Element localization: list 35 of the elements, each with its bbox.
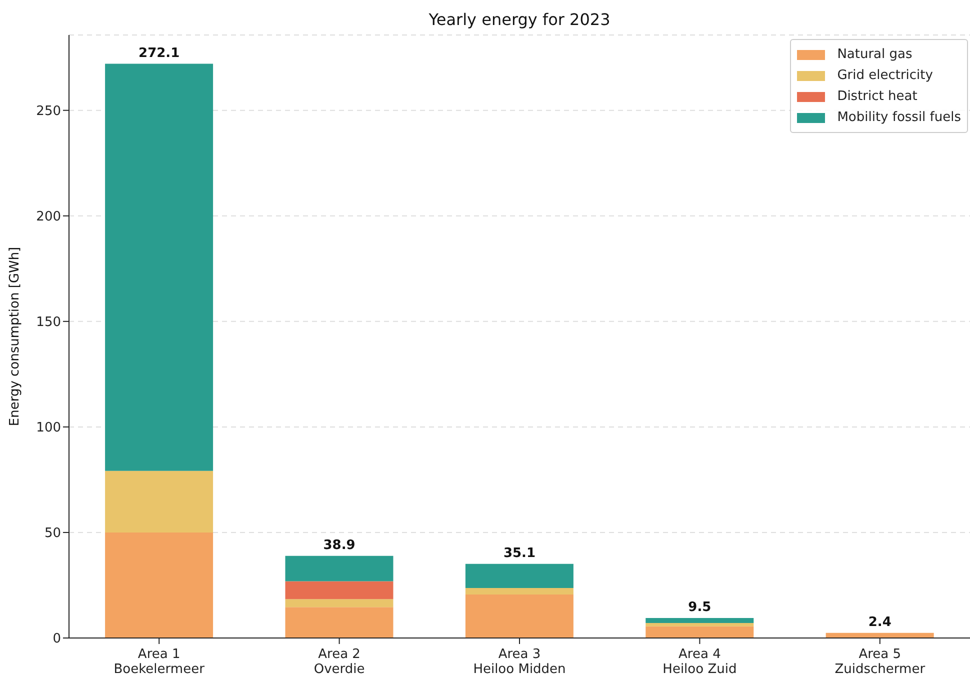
y-tick-label: 0 [52,632,61,647]
bar [105,470,214,532]
bar [285,599,394,608]
y-tick-label: 150 [36,315,61,330]
total-label: 9.5 [687,600,712,615]
x-tick-label: Area 3 Heiloo Midden [473,647,566,677]
legend-label: Grid electricity [837,68,933,83]
legend-label: District heat [837,89,918,104]
chart-title: Yearly energy for 2023 [428,10,612,29]
bar [646,626,754,638]
x-tick-label: Area 2 Overdie [314,647,365,677]
bar [465,564,574,588]
total-label: 38.9 [322,538,356,553]
bar [646,618,754,624]
y-tick-label: 100 [36,420,61,436]
x-tick-label: Area 4 Heiloo Zuid [662,647,737,677]
bar [646,623,754,626]
y-tick-label: 50 [44,526,61,542]
legend-label: Natural gas [837,47,912,62]
bar [105,64,214,471]
bar [105,532,214,638]
total-label: 2.4 [867,614,892,630]
y-tick-label: 200 [36,209,61,224]
y-tick-label: 250 [36,104,61,119]
total-label: 35.1 [502,546,537,561]
bar [465,594,574,638]
legend-label: Mobility fossil fuels [837,110,961,125]
total-label: 272.1 [138,46,181,61]
bar [285,556,394,582]
bar [285,581,394,600]
y-axis-title: Energy consumption [GWh] [8,246,23,426]
bar [285,607,394,638]
x-tick-label: Area 1 Boekelermeer [114,647,206,677]
x-tick-label: Area 5 Zuidschermer [834,647,926,677]
bar [465,588,574,595]
